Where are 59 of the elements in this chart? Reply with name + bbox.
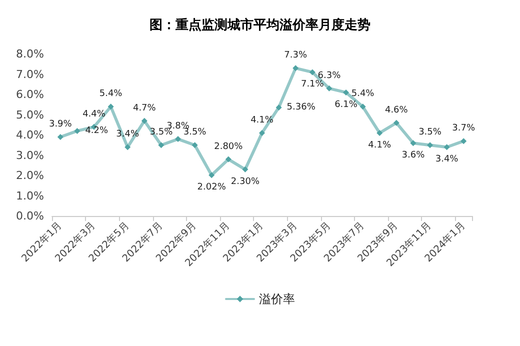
point: [410, 140, 416, 146]
point: [192, 142, 198, 148]
point: [444, 144, 450, 150]
y-tick-label: 6.0%: [16, 88, 44, 101]
data-label: 3.5%: [418, 128, 442, 138]
y-tick-label: 3.0%: [16, 148, 44, 162]
point: [208, 172, 215, 178]
point: [326, 85, 332, 92]
point: [124, 144, 131, 150]
y-tick-label: 4.0%: [16, 128, 44, 142]
data-label: 5.4%: [351, 89, 375, 100]
y-tick-label: 5.0%: [16, 108, 44, 122]
data-label: 3.4%: [435, 154, 459, 165]
point: [393, 120, 400, 126]
point: [309, 69, 316, 76]
legend-label: 溢价率: [259, 292, 295, 306]
chart-title: 图：重点监测城市平均溢价率月度走势: [150, 17, 370, 33]
point: [74, 128, 80, 134]
point: [242, 166, 248, 172]
data-label: 4.6%: [384, 105, 408, 116]
y-tick-label: 7.0%: [16, 68, 44, 81]
data-label: 4.2%: [85, 126, 109, 136]
data-label: 3.5%: [150, 128, 174, 138]
data-label: 4.1%: [368, 140, 392, 150]
data-label: 3.5%: [183, 128, 207, 138]
point: [141, 118, 148, 124]
point: [292, 65, 299, 72]
y-tick-label: 0.0%: [16, 210, 44, 222]
data-label: 6.3%: [318, 70, 342, 81]
data-label: 7.1%: [300, 80, 324, 90]
point: [175, 136, 181, 142]
y-tick-label: 1.0%: [16, 189, 44, 202]
point: [343, 89, 349, 96]
data-label: 5.36%: [286, 102, 316, 112]
data-label: 2.80%: [214, 142, 244, 152]
point: [276, 104, 282, 110]
data-label: 7.3%: [284, 50, 308, 61]
data-label: 6.1%: [334, 100, 358, 110]
point: [225, 156, 232, 162]
point: [158, 142, 164, 148]
data-label: 5.4%: [99, 89, 123, 100]
data-label: 3.9%: [48, 120, 72, 130]
data-label: 3.7%: [452, 124, 476, 134]
data-label: 2.30%: [230, 176, 260, 187]
point: [427, 142, 433, 148]
point: [259, 130, 265, 136]
y-tick-label: 2.0%: [16, 169, 44, 182]
data-label: 2.02%: [197, 182, 226, 193]
y-tick-label: 8.0%: [16, 48, 44, 60]
data-label: 3.4%: [116, 130, 140, 140]
point: [57, 134, 64, 140]
point: [460, 138, 467, 144]
point: [376, 130, 383, 136]
point: [360, 104, 366, 110]
data-label: 4.1%: [250, 115, 274, 126]
point: [108, 104, 114, 110]
data-label: 4.4%: [82, 109, 106, 120]
data-label: 4.7%: [132, 103, 156, 114]
data-label: 3.6%: [402, 150, 426, 161]
